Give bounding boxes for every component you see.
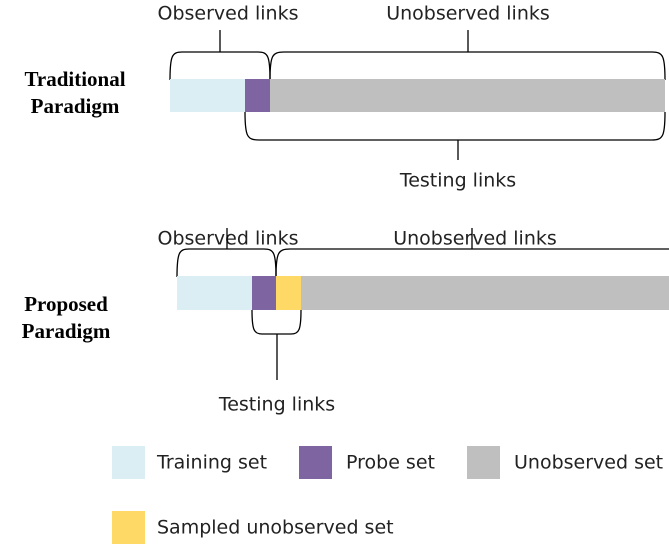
testing-label: Testing links — [218, 394, 335, 416]
brace — [169, 30, 271, 81]
legend-swatch — [112, 511, 145, 544]
paradigm-label: Paradigm — [22, 319, 111, 343]
legend-label: Probe set — [346, 452, 435, 474]
brace — [269, 30, 666, 81]
brace — [176, 228, 277, 278]
legend-swatch — [467, 446, 500, 479]
brace — [251, 309, 302, 380]
testing-label: Testing links — [399, 170, 516, 192]
probe-segment — [245, 79, 270, 112]
legend-swatch — [299, 446, 332, 479]
brace — [275, 228, 669, 278]
paradigm-label: Paradigm — [31, 94, 120, 118]
paradigm-label: Traditional — [24, 67, 125, 91]
legend-label: Training set — [156, 452, 267, 474]
legend-label: Sampled unobserved set — [157, 517, 394, 539]
unobserved-label: Unobserved links — [393, 228, 557, 250]
paradigm-label: Proposed — [24, 292, 108, 316]
unobserved-segment — [301, 276, 669, 310]
training-segment — [170, 79, 245, 112]
unobserved-segment — [270, 79, 665, 112]
brace — [244, 111, 666, 160]
training-segment — [177, 276, 252, 310]
probe-segment — [252, 276, 276, 310]
legend-swatch — [112, 446, 145, 479]
observed-label: Observed links — [158, 3, 299, 25]
sampled-segment — [276, 276, 301, 310]
unobserved-label: Unobserved links — [386, 3, 550, 25]
legend-label: Unobserved set — [514, 452, 663, 474]
observed-label: Observed links — [158, 228, 299, 250]
